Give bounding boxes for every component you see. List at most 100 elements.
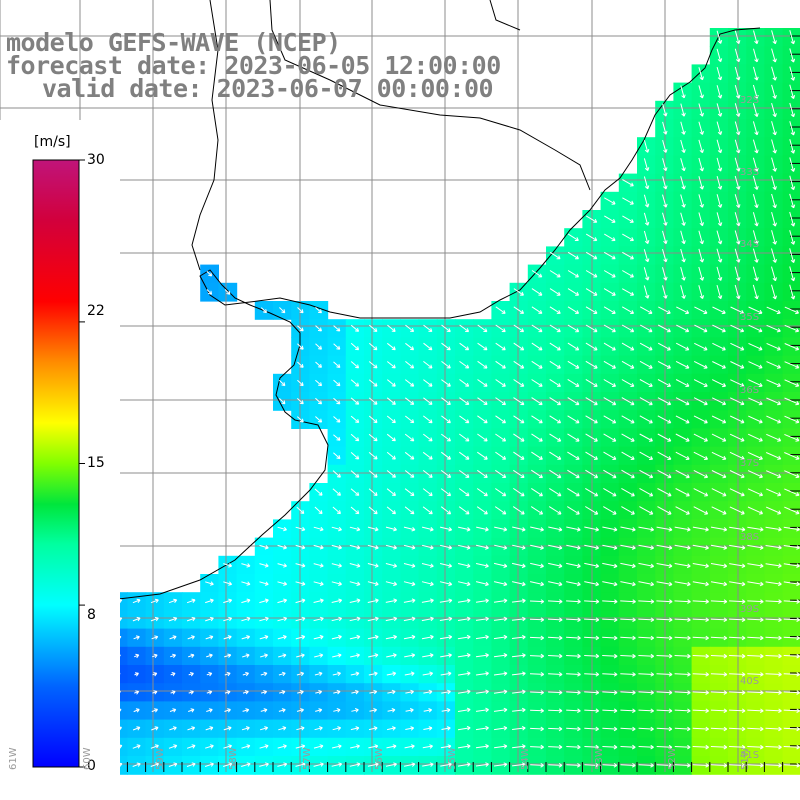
wind-arrow [512, 544, 526, 550]
wind-arrow [315, 708, 323, 713]
wind-arrow [548, 526, 563, 532]
wind-arrow [752, 248, 759, 263]
wind-arrow [789, 157, 796, 172]
wind-arrow [495, 451, 507, 460]
wind-arrow [747, 708, 764, 714]
wind-arrow [332, 488, 341, 496]
wind-arrow [295, 616, 306, 622]
wind-arrow [259, 598, 269, 604]
wind-arrow [441, 415, 451, 424]
wind-arrow [621, 306, 635, 314]
wind-arrow [639, 397, 653, 406]
wind-arrow [662, 139, 668, 153]
wind-arrow [549, 288, 561, 296]
wind-arrow [278, 708, 286, 713]
wind-arrow [585, 306, 598, 314]
wind-arrow [404, 451, 415, 460]
wind-arrow [747, 544, 764, 550]
wind-arrow [765, 452, 782, 460]
wind-arrow [439, 598, 453, 603]
wind-arrow [333, 689, 341, 695]
wind-arrow [458, 506, 470, 515]
wind-arrow [729, 397, 745, 406]
wind-arrow [639, 342, 653, 351]
wind-arrow [656, 708, 673, 714]
wind-arrow [405, 708, 414, 713]
wind-arrow [368, 397, 378, 405]
wind-arrow [349, 616, 361, 622]
wind-arrow [657, 379, 672, 387]
wind-arrow [603, 397, 617, 406]
wind-arrow [716, 121, 723, 135]
wind-arrow [493, 707, 508, 713]
wind-arrow [639, 360, 653, 369]
wind-arrow [422, 451, 433, 460]
wind-arrow [643, 267, 650, 281]
wind-arrow [369, 689, 378, 695]
wind-arrow [477, 469, 488, 478]
wind-arrow [224, 708, 231, 713]
wind-arrow [656, 763, 673, 768]
wind-arrow [621, 415, 635, 424]
wind-arrow [602, 653, 618, 659]
lon-label-54w: 54W [520, 747, 531, 770]
wind-arrow [566, 708, 581, 714]
wind-arrow [314, 488, 323, 496]
wind-arrow [457, 762, 471, 767]
wind-arrow [662, 176, 668, 190]
wind-arrow [604, 197, 616, 205]
wind-arrow [369, 708, 378, 713]
wind-arrow [639, 433, 653, 442]
wind-arrow [680, 230, 686, 245]
wind-arrow [730, 306, 745, 315]
wind-arrow [350, 433, 360, 442]
wind-arrow [512, 744, 526, 749]
wind-arrow [351, 689, 359, 695]
wind-arrow [620, 617, 636, 623]
wind-arrow [315, 343, 322, 350]
wind-arrow [734, 103, 741, 117]
wind-arrow [662, 103, 668, 117]
wind-arrow [783, 563, 800, 568]
wind-arrow [494, 762, 508, 767]
wind-arrow [765, 470, 782, 479]
wind-arrow [386, 726, 396, 731]
wind-arrow [602, 708, 618, 714]
wind-arrow [531, 415, 543, 424]
wind-arrow [186, 616, 196, 622]
wind-arrow [169, 708, 177, 713]
wind-arrow [566, 617, 581, 623]
wind-arrow [585, 415, 598, 424]
wind-arrow [495, 306, 506, 314]
wind-arrow [566, 653, 581, 659]
wind-arrow [493, 653, 508, 658]
wind-arrow [241, 726, 250, 731]
wind-arrow [186, 762, 196, 767]
wind-arrow [584, 599, 600, 604]
wind-arrow [331, 563, 342, 568]
wind-arrow [734, 139, 741, 154]
wind-arrow [621, 379, 635, 387]
wind-arrow [404, 488, 415, 496]
wind-arrow [459, 324, 470, 333]
wind-arrow [765, 653, 782, 659]
wind-arrow [333, 452, 341, 460]
wind-arrow [548, 581, 563, 587]
wind-arrow [698, 230, 704, 245]
wind-arrow [621, 506, 635, 515]
wind-arrow [711, 506, 727, 515]
wind-arrow [692, 563, 709, 569]
wind-arrow [150, 744, 159, 749]
wind-arrow [477, 342, 488, 351]
wind-arrow [295, 598, 306, 604]
wind-arrow [753, 66, 759, 81]
wind-arrow [296, 416, 304, 423]
wind-arrow [475, 707, 489, 713]
wind-arrow [783, 617, 800, 623]
wind-arrow [242, 671, 249, 677]
wind-arrow [531, 451, 543, 460]
wind-arrow [694, 306, 708, 315]
wind-arrow [638, 544, 655, 550]
wind-arrow [716, 103, 723, 117]
wind-arrow [692, 690, 709, 695]
